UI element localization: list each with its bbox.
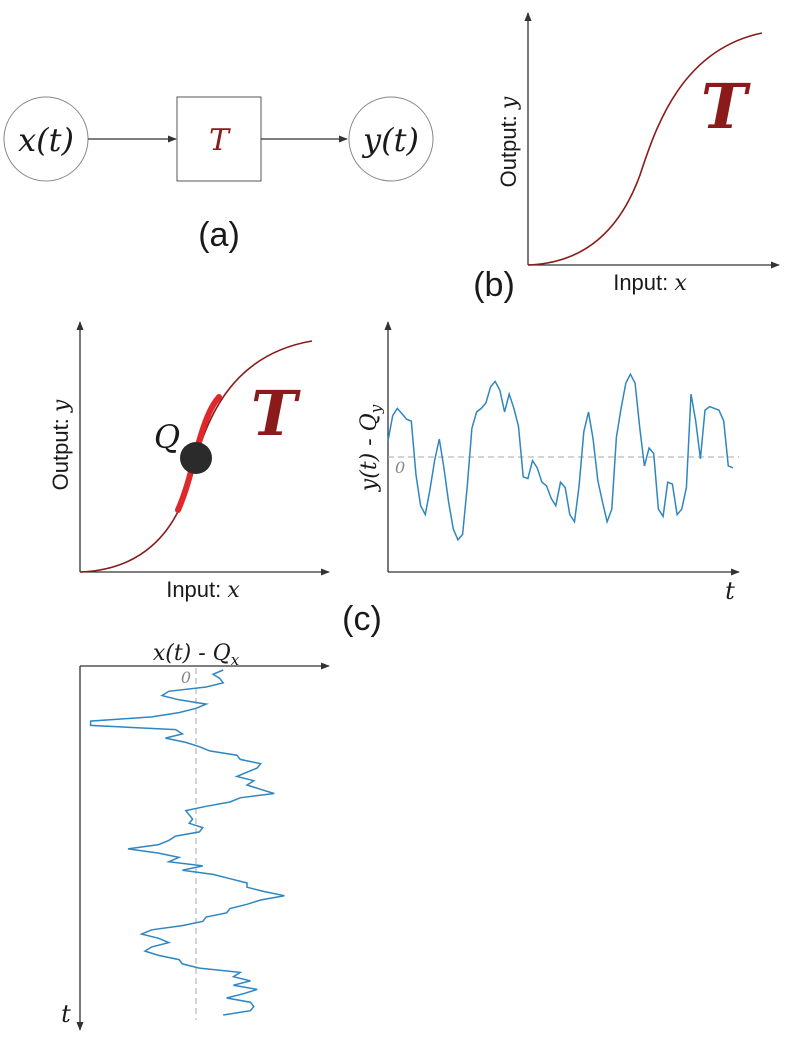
out-axis-label: y(t) - Qy xyxy=(357,404,385,492)
panel-b: T Output: y Input: x (b) xyxy=(473,12,780,304)
c-x-label: Input: x xyxy=(166,577,240,603)
c-curve-label: T xyxy=(251,377,301,450)
system-block-label: T xyxy=(209,123,231,158)
in-zero-label: 0 xyxy=(181,668,191,687)
caption-a: (a) xyxy=(198,216,240,254)
b-x-label: Input: x xyxy=(613,270,687,296)
operating-point-q xyxy=(180,442,212,474)
output-signal-line xyxy=(387,372,734,542)
in-time-label: t xyxy=(61,1000,71,1028)
panel-c-input-signal: 0 x(t) - Qx t xyxy=(61,641,330,1031)
panel-a: x(t) T y(t) (a) xyxy=(3,96,434,254)
input-signal-line xyxy=(89,669,285,1016)
panel-c-transfer: Q T Output: y Input: x (c) xyxy=(48,321,382,638)
b-transfer-curve xyxy=(527,32,763,266)
out-time-label: t xyxy=(725,577,735,605)
operating-point-label: Q xyxy=(154,418,180,456)
output-node-label: y(t) xyxy=(361,121,419,159)
in-axis-label: x(t) - Qx xyxy=(153,641,240,669)
b-y-label: Output: y xyxy=(496,96,522,187)
output-node xyxy=(348,96,434,182)
input-node-label: x(t) xyxy=(18,121,74,159)
caption-b: (b) xyxy=(473,266,515,304)
out-zero-label: 0 xyxy=(395,458,405,477)
b-curve-label: T xyxy=(701,70,751,143)
caption-c: (c) xyxy=(342,600,382,638)
c-y-label: Output: y xyxy=(48,399,74,490)
panel-c-output-signal: 0 y(t) - Qy t xyxy=(357,321,740,605)
